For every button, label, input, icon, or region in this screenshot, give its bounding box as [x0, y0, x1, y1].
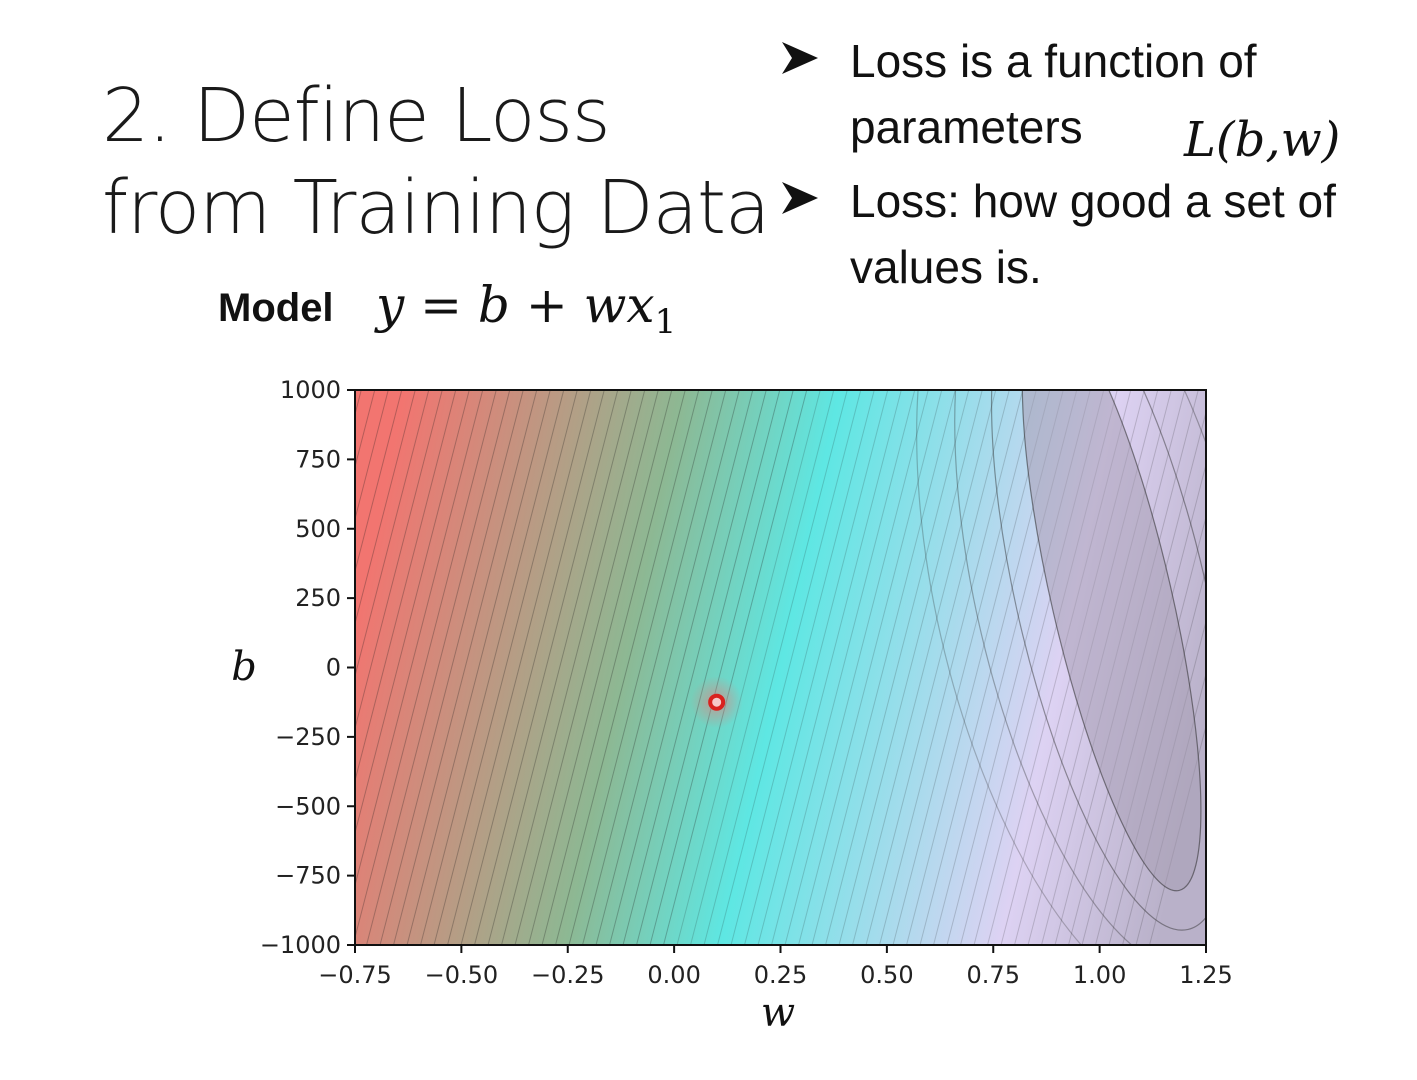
- model-label: Model: [218, 286, 334, 330]
- contour-line: [393, 390, 538, 945]
- contour-line: [663, 390, 808, 945]
- contour-line: [703, 390, 848, 945]
- contour-line: [879, 390, 1024, 945]
- y-tick-label: −250: [275, 723, 341, 751]
- x-tick-label: −0.75: [318, 961, 392, 989]
- contour-line: [355, 390, 484, 888]
- bullet-2-line-2: values is.: [850, 241, 1042, 293]
- contour-line: [757, 390, 902, 945]
- contour-line: [460, 390, 605, 945]
- contour-line: [676, 390, 821, 945]
- contour-line: [355, 390, 443, 731]
- y-tick-label: 0: [326, 654, 341, 682]
- x-tick-label: 0.25: [754, 961, 807, 989]
- contour-line: [649, 390, 794, 945]
- contour-line: [355, 390, 497, 940]
- plot-area: [355, 390, 1206, 945]
- contour-line: [541, 390, 686, 945]
- contour-line: [528, 390, 673, 945]
- y-axis-label: b: [231, 644, 257, 690]
- contour-line: [690, 390, 835, 945]
- x-axis: −0.75 −0.50 −0.25 0.00 0.25 0.50 0.75 1.00 1.25: [318, 945, 1233, 989]
- contour-line: [447, 390, 592, 945]
- contour-line: [852, 390, 997, 945]
- contour-line: [811, 390, 956, 945]
- contour-line: [487, 390, 632, 945]
- bullet-item-2: Loss: how good a set of values is.: [780, 168, 1410, 300]
- contour-line: [355, 390, 416, 626]
- y-axis: 1000 750 500 250 0 −250 −500 −750 −1000: [260, 376, 355, 959]
- contour-line: [609, 390, 754, 945]
- contour-line: [355, 390, 470, 835]
- slide-title: 2. Define Loss from Training Data: [102, 70, 782, 254]
- parameter-point-marker: [708, 693, 726, 711]
- loss-formula: L(b,w): [1184, 112, 1341, 168]
- contour-line: [892, 390, 1037, 945]
- y-tick-label: 250: [295, 584, 341, 612]
- contour-line: [355, 390, 457, 783]
- x-axis-label: w: [761, 990, 795, 1036]
- contour-line: [474, 390, 619, 945]
- contour-line: [406, 390, 551, 945]
- contour-line: [865, 390, 1010, 945]
- contour-line: [514, 390, 659, 945]
- contour-ellipse: [916, 390, 1206, 945]
- contour-line: [771, 390, 916, 945]
- x-tick-label: −0.25: [531, 961, 605, 989]
- contour-line: [366, 390, 511, 945]
- arrowhead-bullet-icon: [782, 182, 818, 214]
- contour-line: [717, 390, 862, 945]
- y-tick-label: −750: [275, 862, 341, 890]
- y-tick-label: 1000: [280, 376, 341, 404]
- contour-line: [355, 390, 403, 574]
- contour-line: [1122, 619, 1206, 945]
- contour-line: [355, 390, 389, 521]
- contour-line: [798, 390, 943, 945]
- contour-ellipse: [1021, 390, 1202, 892]
- x-tick-label: 0.00: [647, 961, 700, 989]
- contour-line: [501, 390, 646, 945]
- model-formula-subscript: 1: [654, 302, 677, 342]
- contour-line: [744, 390, 889, 945]
- contour-line: [825, 390, 970, 945]
- bullet-item-1: Loss is a function of parameters: [780, 28, 1410, 160]
- contour-line: [582, 390, 727, 945]
- model-formula-main: y = b + wx: [376, 276, 655, 334]
- contour-line: [568, 390, 713, 945]
- x-tick-label: −0.50: [425, 961, 499, 989]
- contour-ellipse: [954, 390, 1206, 945]
- contour-line: [555, 390, 700, 945]
- contour-line: [622, 390, 767, 945]
- slide-title-line-2: from Training Data: [102, 165, 770, 251]
- slide-title-line-1: 2. Define Loss: [102, 73, 611, 159]
- bullet-2-line-1: Loss: how good a set of: [850, 175, 1336, 227]
- contour-line: [838, 390, 983, 945]
- bullet-list: Loss is a function of parameters Loss: h…: [780, 28, 1410, 300]
- contour-line: [730, 390, 875, 945]
- x-tick-label: 0.50: [860, 961, 913, 989]
- contour-lines: [355, 390, 1206, 945]
- y-tick-label: 500: [295, 515, 341, 543]
- contour-line: [420, 390, 565, 945]
- y-tick-label: −1000: [260, 931, 341, 959]
- contour-line: [433, 390, 578, 945]
- contour-line: [379, 390, 524, 945]
- arrowhead-bullet-icon: [782, 42, 818, 74]
- y-tick-label: 750: [295, 445, 341, 473]
- contour-line: [355, 390, 430, 678]
- x-tick-label: 1.25: [1179, 961, 1232, 989]
- contour-line: [784, 390, 929, 945]
- y-tick-label: −500: [275, 792, 341, 820]
- contour-ellipse: [990, 390, 1206, 931]
- x-tick-label: 0.75: [967, 961, 1020, 989]
- model-formula: y = b + wx1: [376, 276, 676, 342]
- bullet-1-line-2: parameters: [850, 101, 1083, 153]
- contour-line: [595, 390, 740, 945]
- contour-line: [636, 390, 781, 945]
- x-tick-label: 1.00: [1073, 961, 1126, 989]
- current-parameter-point: [690, 676, 743, 729]
- bullet-1-line-1: Loss is a function of: [850, 35, 1257, 87]
